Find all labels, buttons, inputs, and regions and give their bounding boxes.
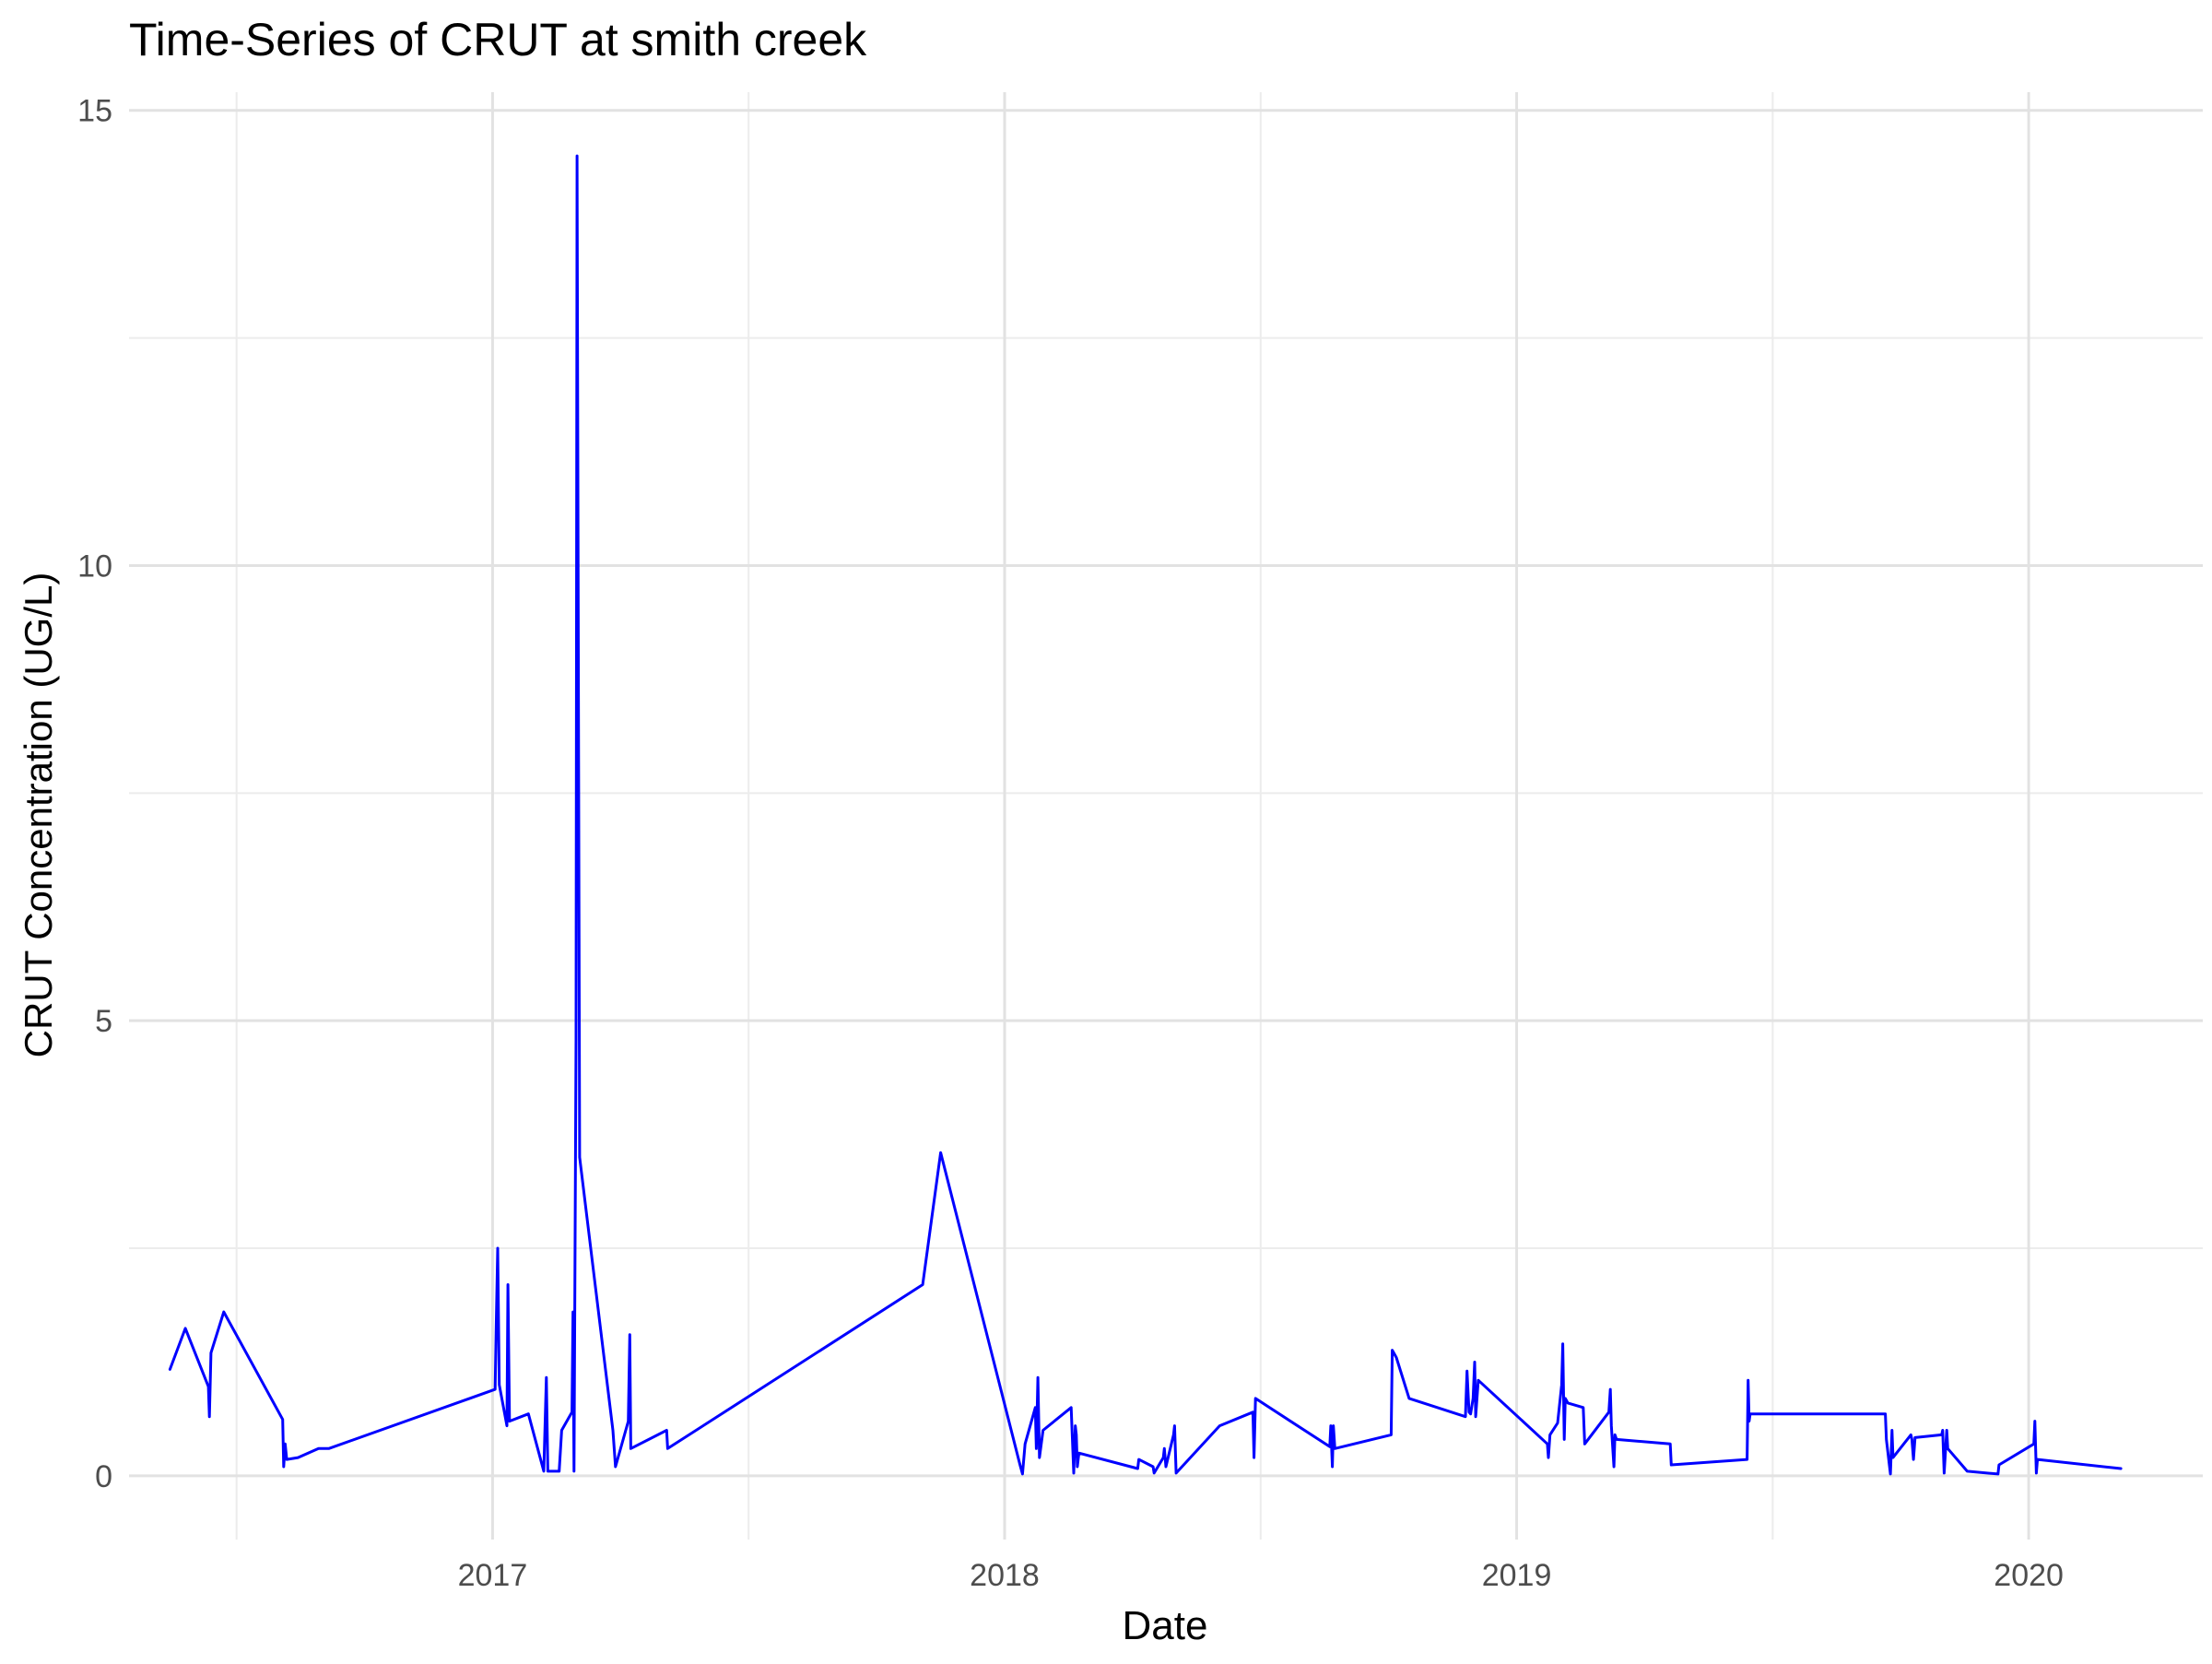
chart-title: Time-Series of CRUT at smith creek	[129, 14, 867, 65]
y-tick-label: 5	[95, 1004, 112, 1039]
y-tick-label: 10	[77, 549, 112, 584]
y-tick-label: 0	[95, 1459, 112, 1494]
x-tick-label: 2020	[1994, 1558, 2064, 1593]
y-axis-label: CRUT Concentration (UG/L)	[17, 572, 60, 1058]
x-tick-label: 2019	[1482, 1558, 1552, 1593]
x-axis-label: Date	[1123, 1603, 1208, 1648]
y-tick-label: 15	[77, 94, 112, 129]
x-tick-label: 2018	[970, 1558, 1040, 1593]
x-tick-label: 2017	[458, 1558, 528, 1593]
